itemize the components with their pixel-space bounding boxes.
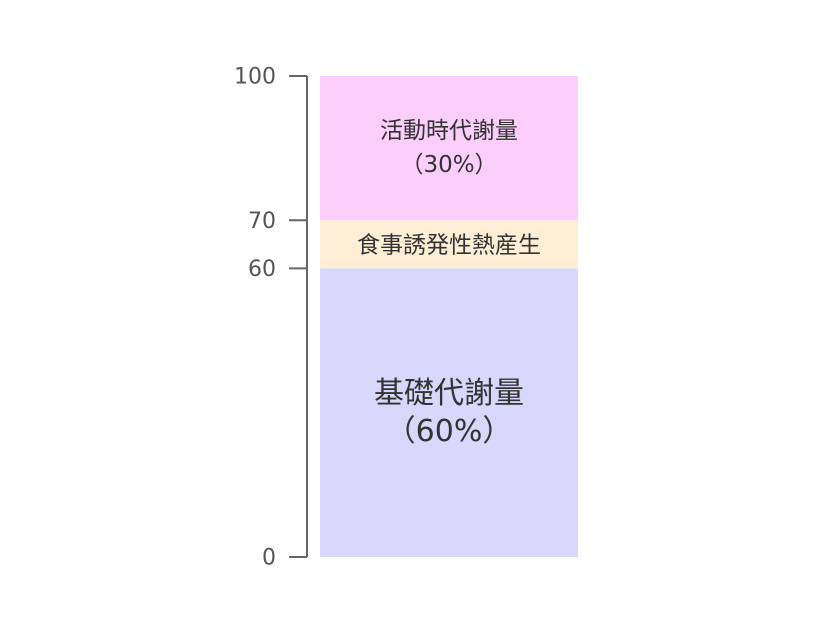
y-tick-label-100: 100 (234, 65, 276, 90)
bar-segment-diet (320, 220, 578, 269)
y-tick-label-60: 60 (248, 257, 276, 282)
segment-label-activity: 活動時代謝量 (380, 118, 518, 144)
segment-value-activity: （30%） (400, 152, 497, 178)
segment-label-diet: 食事誘発性熱産生 (357, 232, 541, 258)
segment-value-basal: （60%） (386, 414, 513, 449)
bar-segments (320, 76, 578, 557)
segment-label-basal: 基礎代謝量 (374, 376, 524, 411)
y-axis: 0 60 70 100 (234, 65, 308, 571)
bar-segment-basal (320, 268, 578, 557)
y-tick-label-70: 70 (248, 209, 276, 234)
y-tick-label-0: 0 (262, 546, 276, 571)
bar-segment-activity (320, 76, 578, 221)
